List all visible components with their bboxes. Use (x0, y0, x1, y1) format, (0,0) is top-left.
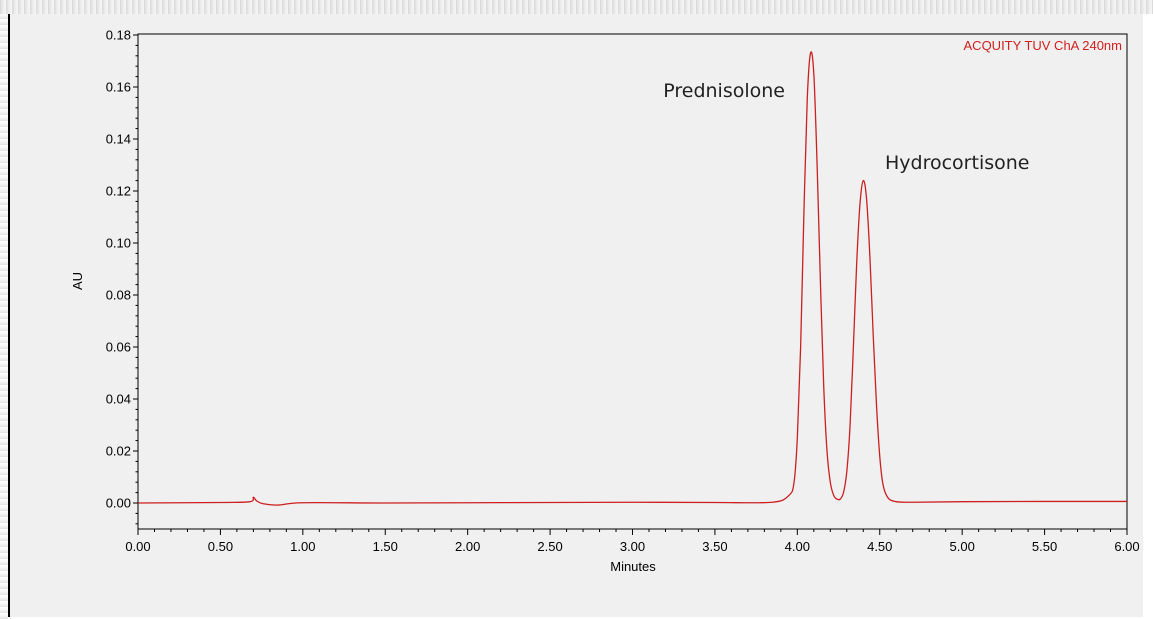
left-edge-texture (0, 14, 8, 619)
x-tick-label: 4.00 (785, 539, 810, 554)
y-tick-label: 0.06 (106, 340, 131, 355)
x-tick-label: 1.50 (373, 539, 398, 554)
y-tick-label: 0.02 (106, 444, 131, 459)
x-tick-label: 6.00 (1114, 539, 1139, 554)
y-axis-title: AU (70, 272, 85, 290)
x-tick-label: 3.50 (702, 539, 727, 554)
x-tick-label: 2.00 (455, 539, 480, 554)
plot-area (137, 33, 1128, 530)
x-tick-label: 5.00 (950, 539, 975, 554)
detector-label: ACQUITY TUV ChA 240nm (964, 38, 1122, 53)
y-tick-label: 0.14 (106, 132, 131, 147)
y-tick-label: 0.16 (106, 80, 131, 95)
chromatogram-trace (137, 51, 1128, 506)
x-tick-label: 5.50 (1032, 539, 1057, 554)
x-tick-label: 1.00 (290, 539, 315, 554)
y-tick-label: 0.18 (106, 28, 131, 43)
x-tick-label: 4.50 (867, 539, 892, 554)
y-axis: 0.00 0.02 0.04 0.06 0.08 0.10 0.12 0.14 0.16 0.18 (106, 28, 138, 525)
x-tick-label: 0.00 (125, 539, 150, 554)
x-axis: 0.00 0.50 1.00 1.50 2.00 2.50 3.00 3.50 4.00 4.50… (125, 529, 1140, 554)
y-tick-label: 0.12 (106, 184, 131, 199)
peak-label-prednisolone: Prednisolone (663, 80, 785, 102)
x-tick-label: 0.50 (208, 539, 233, 554)
peak-label-hydrocortisone: Hydrocortisone (885, 152, 1029, 174)
y-tick-label: 0.10 (106, 236, 131, 251)
y-tick-label: 0.08 (106, 288, 131, 303)
y-tick-label: 0.00 (106, 496, 131, 511)
top-edge-texture (0, 0, 1153, 14)
x-axis-title: Minutes (610, 559, 656, 574)
x-tick-label: 2.50 (537, 539, 562, 554)
y-tick-label: 0.04 (106, 392, 131, 407)
x-tick-label: 3.00 (620, 539, 645, 554)
